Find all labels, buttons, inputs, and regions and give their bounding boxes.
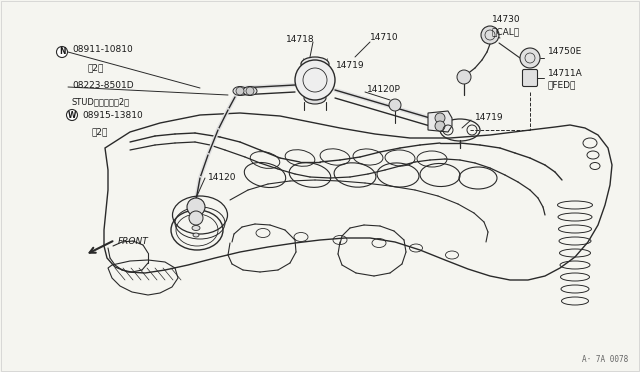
Circle shape — [520, 48, 540, 68]
Text: 14718: 14718 — [286, 35, 315, 45]
Circle shape — [246, 87, 254, 95]
Text: 14750E: 14750E — [548, 48, 582, 57]
Text: FRONT: FRONT — [118, 237, 148, 247]
Ellipse shape — [233, 87, 247, 96]
Text: （2）: （2） — [88, 64, 104, 73]
Text: 14711A: 14711A — [548, 68, 583, 77]
Text: 14710: 14710 — [370, 33, 399, 42]
Ellipse shape — [301, 57, 329, 71]
Text: A· 7A 0078: A· 7A 0078 — [582, 355, 628, 364]
Ellipse shape — [243, 87, 257, 96]
Text: 08223-8501D: 08223-8501D — [72, 80, 134, 90]
Text: 14719: 14719 — [475, 113, 504, 122]
Circle shape — [189, 211, 203, 225]
Text: 08911-10810: 08911-10810 — [72, 45, 132, 55]
Text: 14120P: 14120P — [367, 86, 401, 94]
Circle shape — [435, 113, 445, 123]
Circle shape — [295, 60, 335, 100]
Circle shape — [236, 87, 244, 95]
Text: 14719: 14719 — [336, 61, 365, 70]
Circle shape — [67, 109, 77, 121]
Text: W: W — [68, 110, 76, 119]
Polygon shape — [428, 111, 452, 132]
Ellipse shape — [304, 92, 326, 104]
Circle shape — [389, 99, 401, 111]
Ellipse shape — [192, 225, 200, 231]
Circle shape — [526, 74, 534, 82]
Circle shape — [435, 121, 445, 131]
Circle shape — [56, 46, 67, 58]
Text: 08915-13810: 08915-13810 — [82, 110, 143, 119]
Text: （FED）: （FED） — [548, 80, 577, 90]
Text: （CAL）: （CAL） — [492, 28, 520, 36]
Circle shape — [481, 26, 499, 44]
Text: STUDスタッド（2）: STUDスタッド（2） — [72, 97, 130, 106]
Text: （2）: （2） — [92, 128, 108, 137]
Text: 14730: 14730 — [492, 16, 520, 25]
Text: N: N — [59, 48, 65, 57]
FancyBboxPatch shape — [522, 70, 538, 87]
Text: 14120: 14120 — [208, 173, 237, 183]
Ellipse shape — [193, 233, 199, 237]
Circle shape — [457, 70, 471, 84]
Circle shape — [187, 198, 205, 216]
